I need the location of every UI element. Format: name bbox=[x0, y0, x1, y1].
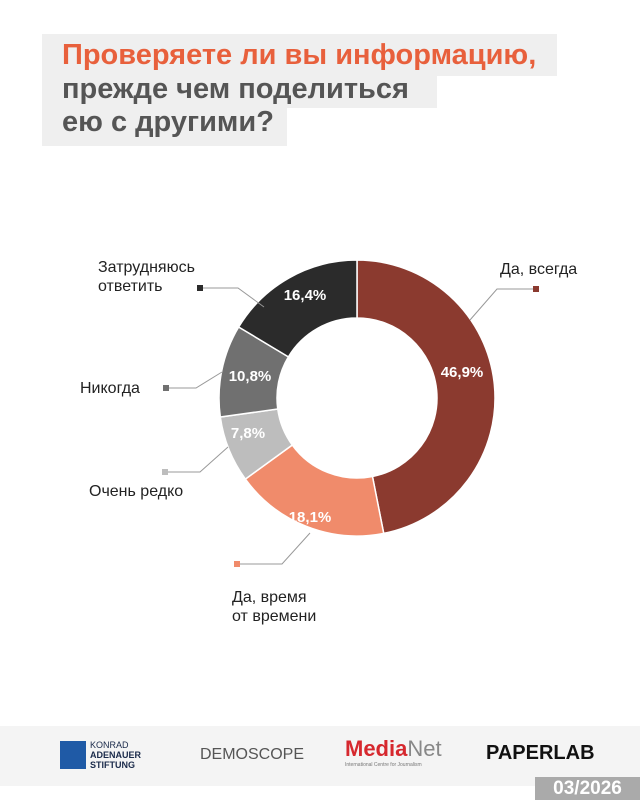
demoscope-logo: DEMOSCOPE bbox=[200, 746, 305, 763]
slice-value-label-4: 16,4% bbox=[284, 287, 327, 304]
slice-4 bbox=[237, 259, 358, 358]
legend-marker-1 bbox=[234, 561, 240, 567]
slice-value-label-3: 10,8% bbox=[229, 368, 272, 385]
paperlab-logo: PAPERLAB bbox=[486, 742, 595, 764]
kas-text-3: STIFTUNG bbox=[90, 760, 135, 770]
title-line-1: Проверяете ли вы информацию, bbox=[42, 34, 557, 76]
legend-marker-3 bbox=[163, 385, 169, 391]
leader-line-3 bbox=[166, 371, 223, 389]
medianet-net: Net bbox=[407, 736, 442, 761]
title-line-3: ею с другими? bbox=[42, 108, 287, 146]
slice-value-label-0: 46,9% bbox=[441, 364, 484, 381]
date-badge: 03/2026 bbox=[535, 777, 640, 800]
leader-line-0 bbox=[469, 288, 536, 321]
kas-text-1: KONRAD bbox=[90, 740, 129, 750]
slice-value-label-1: 18,1% bbox=[289, 509, 332, 526]
footer-logos: KONRAD ADENAUER STIFTUNG DEMOSCOPE Media… bbox=[0, 726, 640, 786]
slice-label-4-1: ответить bbox=[98, 278, 163, 295]
kas-logo: KONRAD ADENAUER STIFTUNG bbox=[60, 740, 141, 770]
legend-marker-0 bbox=[533, 286, 539, 292]
slice-label-1-0: Да, время bbox=[232, 589, 307, 606]
title-line-2: прежде чем поделиться bbox=[42, 75, 437, 108]
legend-marker-4 bbox=[197, 285, 203, 291]
medianet-logo: MediaNet International Centre for Journa… bbox=[345, 736, 442, 768]
donut-chart: 46,9% Да, всегда 18,1% Да, время от времени 7… bbox=[80, 259, 577, 625]
medianet-tagline: International Centre for Journalism bbox=[345, 762, 422, 768]
slice-label-4-0: Затрудняюсь bbox=[98, 259, 195, 276]
leader-line-1 bbox=[237, 532, 311, 565]
slice-label-3-0: Никогда bbox=[80, 380, 140, 397]
medianet-media: Media bbox=[345, 736, 408, 761]
slice-0 bbox=[356, 259, 496, 535]
kas-text-2: ADENAUER bbox=[90, 750, 142, 760]
leader-line-2 bbox=[165, 446, 229, 473]
slice-label-1-1: от времени bbox=[232, 608, 316, 625]
slice-label-2-0: Очень редко bbox=[89, 483, 183, 500]
slice-label-0-0: Да, всегда bbox=[500, 261, 577, 278]
leader-line-4 bbox=[200, 287, 265, 308]
kas-logo-mark bbox=[60, 741, 86, 769]
legend-marker-2 bbox=[162, 469, 168, 475]
slice-value-label-2: 7,8% bbox=[231, 425, 265, 442]
